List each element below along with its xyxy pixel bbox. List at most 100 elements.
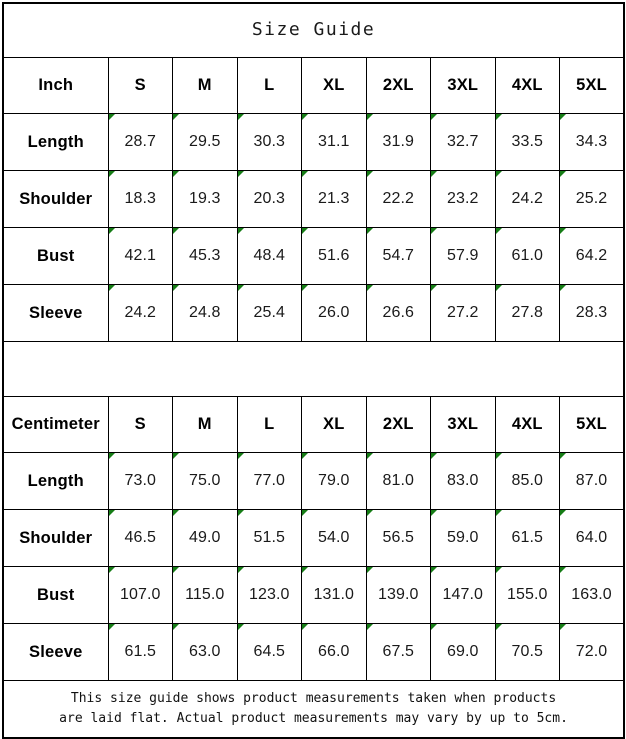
measurement-value: 24.2 [511,190,544,207]
page-title: Size Guide [3,3,625,58]
unit-header-label: Centimeter [11,415,100,433]
size-header-cell-4xl: 4XL [494,57,560,114]
measurement-cell: 28.7 [107,113,173,171]
measurement-cell: 75.0 [172,452,238,510]
measurement-value: 24.2 [124,304,157,321]
size-header-label: 2XL [382,415,414,433]
row-label-text: Sleeve [29,642,83,661]
table-row: Shoulder 18.3 19.3 20.3 21.3 22.2 23.2 24.2 25.2 [2,170,625,228]
row-label-cell-bust: Bust [2,227,109,285]
measurement-value: 107.0 [119,586,161,603]
measurement-value: 32.7 [446,133,479,150]
measurement-cell: 155.0 [494,566,560,624]
measurement-cell: 31.1 [301,113,367,171]
measurement-value: 27.2 [446,304,479,321]
row-label-cell-shoulder: Shoulder [2,509,109,567]
header-row-centimeter: Centimeter S M L XL 2XL 3XL 4XL 5XL [2,396,625,453]
measurement-cell: 61.5 [107,623,173,681]
measurement-cell: 79.0 [301,452,367,510]
measurement-cell: 46.5 [107,509,173,567]
measurement-cell: 48.4 [236,227,302,285]
row-label-text: Sleeve [29,303,83,322]
measurement-value: 48.4 [253,247,286,264]
measurement-cell: 66.0 [301,623,367,681]
row-label-text: Bust [37,246,75,265]
size-header-cell-5xl: 5XL [559,57,625,114]
size-header-label: 3XL [447,76,479,94]
measurement-value: 87.0 [575,472,608,489]
measurement-cell: 147.0 [430,566,496,624]
measurement-value: 54.0 [317,529,350,546]
size-header-cell-3xl: 3XL [430,57,496,114]
measurement-value: 147.0 [442,586,484,603]
size-header-label: 5XL [576,76,607,94]
measurement-value: 64.2 [575,247,608,264]
measurement-value: 72.0 [575,643,608,660]
table-spacer-row [2,341,625,397]
table-spacer-cell [2,341,625,397]
measurement-value: 27.8 [511,304,544,321]
measurement-value: 34.3 [575,133,608,150]
measurement-value: 56.5 [382,529,415,546]
measurement-value: 59.0 [446,529,479,546]
measurement-cell: 115.0 [172,566,238,624]
measurement-value: 163.0 [571,586,612,603]
measurement-cell: 63.0 [172,623,238,681]
table-row: Length 73.0 75.0 77.0 79.0 81.0 83.0 85.0 87.0 [2,452,625,510]
measurement-cell: 56.5 [365,509,431,567]
measurement-value: 123.0 [248,586,290,603]
measurement-value: 69.0 [446,643,479,660]
size-header-label: L [264,76,275,94]
unit-header-label: Inch [38,76,74,94]
measurement-cell: 21.3 [301,170,367,228]
size-header-cell-l: L [236,57,302,114]
footer-note-line1: This size guide shows product measuremen… [70,690,557,706]
size-header-cell-m: M [172,396,238,453]
row-label-text: Shoulder [19,528,93,547]
measurement-cell: 87.0 [559,452,625,510]
measurement-value: 25.4 [253,304,286,321]
row-label-cell-length: Length [2,452,109,510]
measurement-value: 85.0 [511,472,544,489]
measurement-cell: 24.2 [107,284,173,342]
footer-note-row: This size guide shows product measuremen… [2,680,625,739]
measurement-value: 31.1 [317,133,350,150]
size-header-label: 4XL [511,415,543,433]
row-label-cell-sleeve: Sleeve [2,284,109,342]
measurement-value: 64.5 [253,643,286,660]
measurement-value: 131.0 [313,586,355,603]
measurement-cell: 30.3 [236,113,302,171]
row-label-text: Shoulder [19,189,93,208]
measurement-cell: 24.8 [172,284,238,342]
row-label-cell-bust: Bust [2,566,109,624]
measurement-value: 23.2 [446,190,479,207]
measurement-value: 51.5 [253,529,286,546]
measurement-cell: 34.3 [559,113,625,171]
measurement-cell: 131.0 [301,566,367,624]
measurement-cell: 23.2 [430,170,496,228]
measurement-value: 21.3 [317,190,350,207]
measurement-cell: 20.3 [236,170,302,228]
table-row: Bust 107.0 115.0 123.0 131.0 139.0 147.0 155.0 1… [2,566,625,624]
measurement-cell: 24.2 [494,170,560,228]
measurement-cell: 51.6 [301,227,367,285]
measurement-cell: 64.5 [236,623,302,681]
size-header-label: M [197,76,212,94]
size-header-label: XL [323,76,345,94]
measurement-value: 20.3 [253,190,286,207]
size-header-cell-s: S [107,396,173,453]
measurement-cell: 27.8 [494,284,560,342]
unit-header-cell: Inch [2,57,109,114]
size-header-cell-l: L [236,396,302,453]
size-header-cell-3xl: 3XL [430,396,496,453]
measurement-value: 31.9 [382,133,415,150]
measurement-cell: 107.0 [107,566,173,624]
measurement-cell: 32.7 [430,113,496,171]
measurement-cell: 28.3 [559,284,625,342]
measurement-value: 66.0 [317,643,350,660]
size-header-cell-4xl: 4XL [494,396,560,453]
size-header-label: M [197,415,212,433]
measurement-cell: 29.5 [172,113,238,171]
measurement-cell: 69.0 [430,623,496,681]
measurement-cell: 59.0 [430,509,496,567]
